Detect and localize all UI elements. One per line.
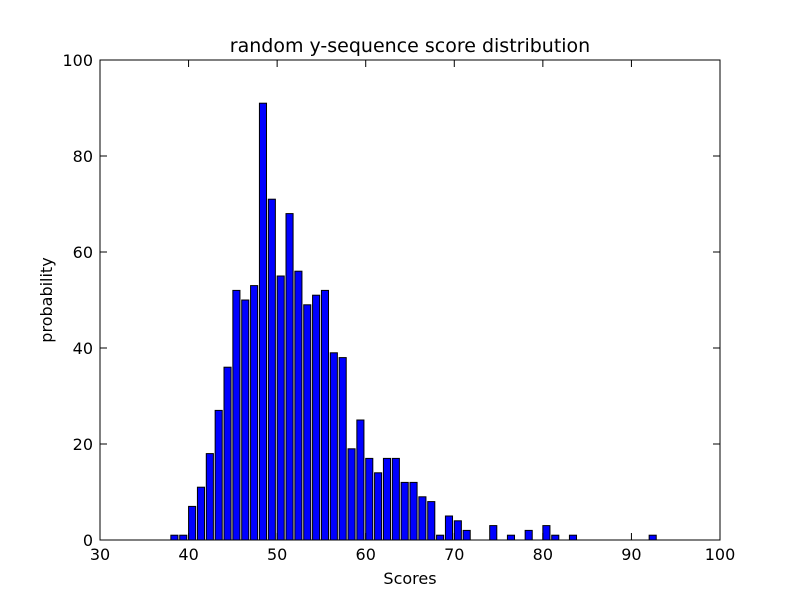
bar-60: [365, 457, 374, 541]
x-tick-label: 70: [444, 545, 464, 564]
x-tick-label: 90: [621, 545, 641, 564]
bar-46: [241, 299, 250, 541]
bar-76: [506, 534, 516, 541]
bar-39: [179, 534, 188, 541]
y-tick-label: 60: [73, 243, 93, 262]
bar-41: [196, 486, 206, 541]
bar-57: [338, 357, 347, 541]
bar-81: [551, 534, 560, 541]
bar-78: [524, 529, 533, 541]
bar-56: [329, 352, 338, 541]
bar-55: [320, 289, 330, 541]
bar-52: [294, 270, 303, 541]
bar-50: [276, 275, 285, 541]
plot-area: [100, 60, 720, 540]
bar-80: [542, 525, 551, 541]
bar-58: [347, 448, 356, 541]
bar-49: [267, 198, 276, 541]
x-tick-label: 40: [178, 545, 198, 564]
bar-40: [188, 505, 197, 541]
bar-43: [214, 409, 223, 541]
bar-71: [462, 529, 471, 541]
bar-45: [232, 289, 241, 541]
x-tick-label: 30: [90, 545, 110, 564]
y-tick-label: 100: [62, 51, 93, 70]
bar-48: [258, 102, 268, 541]
chart-title: random y-sequence score distribution: [230, 35, 590, 57]
x-tick-label: 80: [533, 545, 553, 564]
bar-38: [170, 534, 179, 541]
bar-65: [409, 481, 418, 541]
bar-83: [568, 534, 578, 541]
x-axis-label: Scores: [383, 569, 436, 588]
y-tick-label: 0: [83, 531, 93, 550]
bar-53: [303, 304, 312, 541]
bar-92: [648, 534, 657, 541]
x-tick-label: 60: [356, 545, 376, 564]
bar-68: [436, 534, 445, 541]
bar-74: [489, 525, 498, 541]
plot-frame: [99, 59, 721, 541]
bar-66: [418, 496, 427, 541]
bar-51: [285, 213, 294, 541]
y-tick-label: 80: [73, 147, 93, 166]
bar-64: [400, 481, 409, 541]
y-axis-label: probability: [37, 257, 56, 342]
bar-54: [312, 294, 321, 541]
bar-62: [382, 457, 392, 541]
y-tick-label: 20: [73, 435, 93, 454]
bar-69: [444, 515, 454, 541]
x-tick-label: 100: [705, 545, 736, 564]
bar-44: [223, 366, 232, 541]
y-tick-label: 40: [73, 339, 93, 358]
x-tick-label: 50: [267, 545, 287, 564]
bar-61: [374, 472, 383, 541]
bar-70: [453, 520, 462, 541]
bar-63: [391, 457, 400, 541]
bar-59: [356, 419, 365, 541]
bar-67: [427, 501, 436, 541]
bar-42: [205, 453, 214, 541]
bar-47: [250, 285, 259, 541]
